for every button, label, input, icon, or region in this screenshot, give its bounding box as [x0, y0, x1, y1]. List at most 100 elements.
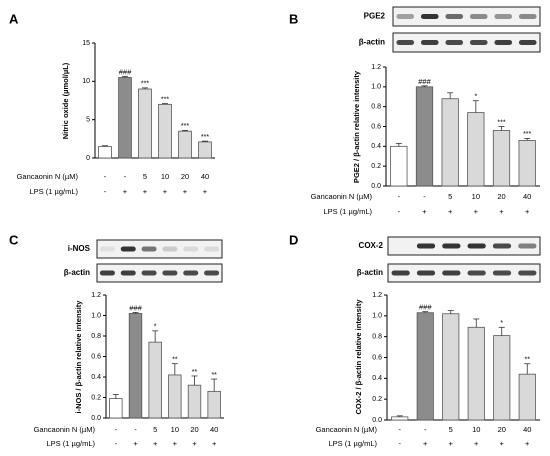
y-axis-label: Nitric oxide (µmol/µL)	[61, 62, 70, 139]
blot-label: β-actin	[357, 268, 383, 277]
blot-strip	[387, 236, 541, 256]
treatment-value: +	[499, 207, 504, 216]
treatment-value: +	[143, 187, 148, 196]
bar	[128, 313, 143, 419]
blot-band	[183, 246, 199, 252]
blot-band	[162, 246, 178, 252]
y-tick-label: 0.6	[371, 123, 381, 130]
y-tick-label: 1.0	[371, 84, 381, 91]
bar	[518, 373, 536, 421]
y-tick-label: 0.4	[91, 374, 101, 381]
bar	[187, 384, 202, 419]
panel-label: C	[9, 232, 19, 247]
treatment-value: +	[500, 439, 505, 448]
y-tick-label: 0.0	[372, 417, 382, 424]
significance-marker: ***	[497, 119, 505, 126]
blot-strip	[392, 6, 541, 27]
bar	[98, 146, 112, 159]
significance-marker: ***	[161, 96, 169, 103]
treatment-row-label: Gancaonin N (µM)	[316, 425, 378, 434]
significance-marker: ###	[119, 67, 132, 76]
blot-band	[120, 270, 136, 276]
treatment-value: 5	[153, 425, 157, 434]
panel-label: A	[9, 11, 19, 26]
treatment-value: -	[424, 425, 427, 434]
blot-band	[492, 270, 512, 276]
blot-band	[416, 243, 436, 249]
blot-band	[518, 14, 537, 19]
bar	[390, 145, 408, 187]
panel-c: Ci-NOS β-actin 0.0 0.2 0.4 0.6 0.8 1.0 1.2 i-NOS …	[9, 232, 224, 448]
blot-band	[467, 243, 486, 249]
y-tick-label: 1.0	[372, 313, 382, 320]
panel-d: D COX-2 β-actin 0.0 0.2 0.4 0.6 0.8 1.0 1.2 COX-2 …	[289, 232, 541, 448]
blot-band	[99, 246, 115, 252]
bar	[178, 130, 192, 159]
blot-band	[445, 40, 464, 45]
blot-strip	[96, 263, 223, 283]
blot-band	[445, 14, 464, 19]
blot-label: i-NOS	[68, 244, 91, 253]
bar	[207, 390, 221, 419]
panel-label: B	[289, 11, 298, 26]
treatment-value: -	[104, 172, 107, 181]
blot-band	[183, 270, 199, 276]
blot-band	[518, 270, 537, 276]
treatment-value: 20	[498, 425, 506, 434]
blot-band	[469, 40, 488, 45]
treatment-value: -	[399, 425, 402, 434]
bar	[493, 335, 511, 421]
treatment-value: +	[212, 439, 217, 448]
y-tick-label: 5	[86, 117, 90, 124]
bar	[138, 88, 152, 159]
y-tick-label: 1.0	[91, 312, 101, 319]
treatment-value: +	[422, 207, 427, 216]
bar	[198, 141, 212, 159]
treatment-value: 20	[190, 425, 198, 434]
significance-marker: ***	[523, 131, 531, 138]
treatment-value: +	[448, 207, 453, 216]
blot-band	[442, 270, 461, 276]
y-tick-label: 15	[82, 40, 90, 47]
treatment-value: 10	[171, 425, 179, 434]
treatment-value: +	[525, 207, 530, 216]
treatment-value: 20	[497, 192, 505, 201]
blot-band	[99, 270, 115, 276]
significance-marker: ###	[129, 303, 142, 312]
y-tick-label: 0.8	[91, 333, 101, 340]
treatment-value: +	[173, 439, 178, 448]
bar	[518, 139, 536, 187]
treatment-value: -	[399, 439, 402, 448]
treatment-value: 5	[449, 425, 453, 434]
treatment-value: -	[104, 187, 107, 196]
bar	[416, 312, 434, 421]
treatment-value: +	[474, 207, 479, 216]
treatment-value: 40	[210, 425, 218, 434]
panel-label: D	[289, 232, 298, 247]
significance-marker: ###	[418, 77, 431, 86]
blot-label: PGE2	[364, 12, 386, 21]
blot-label: COX-2	[359, 241, 384, 250]
treatment-value: +	[525, 439, 530, 448]
treatment-row-label: LPS (1 µg/mL)	[323, 207, 372, 216]
panel-a: A 0 5 10 15 Nitric oxide (µmol/µL) ### *** *** **…	[9, 11, 215, 196]
y-tick-label: 0	[86, 155, 90, 162]
significance-marker: **	[525, 357, 531, 364]
bar	[148, 341, 162, 419]
treatment-value: 10	[472, 192, 480, 201]
bar	[441, 98, 459, 187]
treatment-value: -	[134, 425, 137, 434]
blot-band	[416, 270, 436, 276]
blot-band	[162, 270, 178, 276]
y-tick-label: 10	[82, 78, 90, 85]
treatment-row-label: LPS (1 µg/mL)	[29, 187, 78, 196]
significance-marker: **	[172, 357, 178, 364]
blot-band	[396, 40, 415, 45]
treatment-value: -	[124, 172, 127, 181]
blot-band	[120, 246, 136, 252]
y-tick-label: 0.0	[91, 415, 101, 422]
bar	[109, 398, 123, 419]
treatment-value: 10	[161, 172, 169, 181]
blot-strip	[387, 263, 541, 283]
